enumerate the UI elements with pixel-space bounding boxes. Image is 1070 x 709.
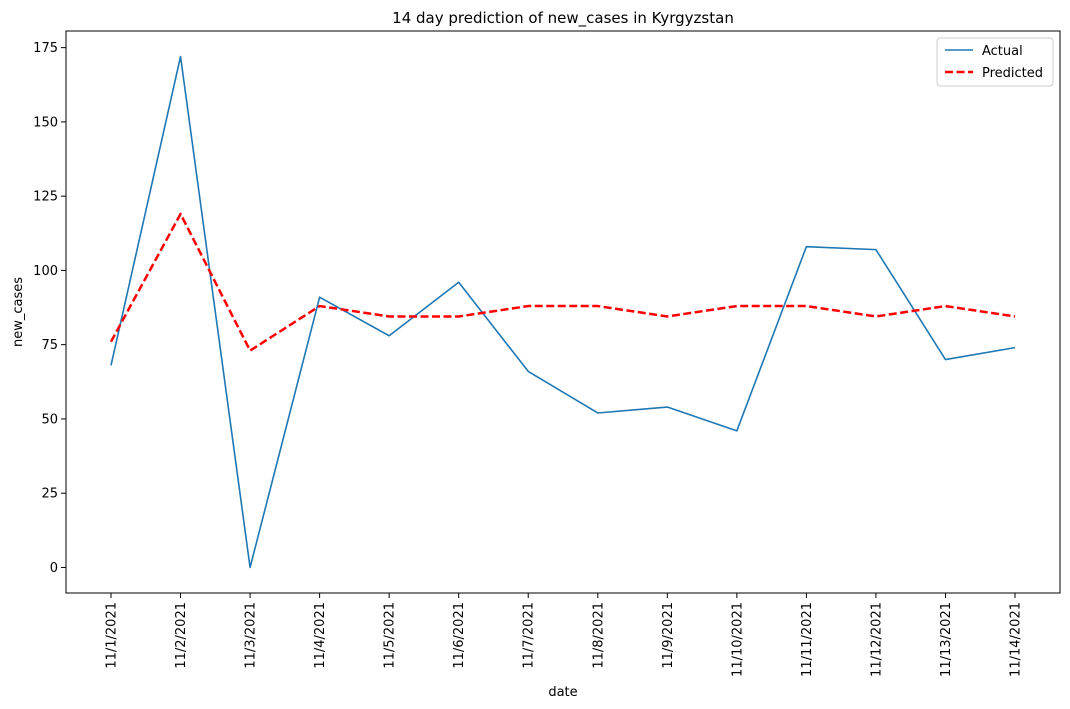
x-tick-label: 11/11/2021 <box>800 602 815 677</box>
y-tick-label: 25 <box>41 487 58 502</box>
y-axis-label: new_cases <box>11 277 26 347</box>
x-tick-label: 11/12/2021 <box>869 602 884 677</box>
y-tick-label: 125 <box>33 190 58 205</box>
y-tick-label: 0 <box>50 561 58 576</box>
y-tick-label: 75 <box>41 338 58 353</box>
series-lines <box>109 55 1016 569</box>
x-tick-label: 11/6/2021 <box>452 602 467 669</box>
x-tick-label: 11/7/2021 <box>522 602 537 669</box>
plot-area-frame <box>65 30 1061 594</box>
x-tick-label: 11/8/2021 <box>591 602 606 669</box>
x-tick-label: 11/5/2021 <box>383 602 398 669</box>
y-tick-label: 50 <box>41 412 58 427</box>
y-tick-label: 100 <box>33 264 58 279</box>
x-tick-label: 11/9/2021 <box>661 602 676 669</box>
y-tick-label: 175 <box>33 41 58 56</box>
x-axis-label: date <box>548 685 577 700</box>
legend: Actual Predicted <box>936 37 1054 87</box>
y-tick-label: 150 <box>33 115 58 130</box>
x-tick-label: 11/13/2021 <box>939 602 954 677</box>
legend-label-predicted: Predicted <box>982 66 1043 81</box>
x-tick-label: 11/3/2021 <box>244 602 259 669</box>
x-tick-label: 11/10/2021 <box>730 602 745 677</box>
x-tick-label: 11/2/2021 <box>174 602 189 669</box>
x-tick-label: 11/1/2021 <box>105 602 120 669</box>
legend-label-actual: Actual <box>982 44 1023 59</box>
series-line-predicted <box>109 212 1016 352</box>
x-tick-label: 11/4/2021 <box>313 602 328 669</box>
chart-title: 14 day prediction of new_cases in Kyrgyz… <box>392 9 734 28</box>
axes-ticks: 0 25 50 75 100 125 150 175 11/1/2021 11/2/2021 11/… <box>33 41 1023 677</box>
x-tick-label: 11/14/2021 <box>1009 602 1024 677</box>
series-line-actual <box>110 55 1016 569</box>
